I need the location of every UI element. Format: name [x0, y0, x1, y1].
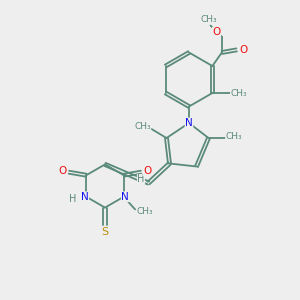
- Text: O: O: [59, 166, 67, 176]
- Text: O: O: [239, 45, 247, 55]
- Text: N: N: [185, 118, 193, 128]
- Text: CH₃: CH₃: [201, 15, 217, 24]
- Text: CH₃: CH₃: [226, 132, 242, 141]
- Text: N: N: [81, 192, 89, 202]
- Text: O: O: [212, 27, 220, 38]
- Text: S: S: [101, 226, 109, 237]
- Text: CH₃: CH₃: [230, 88, 247, 98]
- Text: CH₃: CH₃: [136, 207, 153, 216]
- Text: H: H: [137, 174, 145, 184]
- Text: O: O: [143, 166, 151, 176]
- Text: CH₃: CH₃: [134, 122, 151, 130]
- Text: H: H: [69, 194, 76, 204]
- Text: N: N: [121, 192, 129, 202]
